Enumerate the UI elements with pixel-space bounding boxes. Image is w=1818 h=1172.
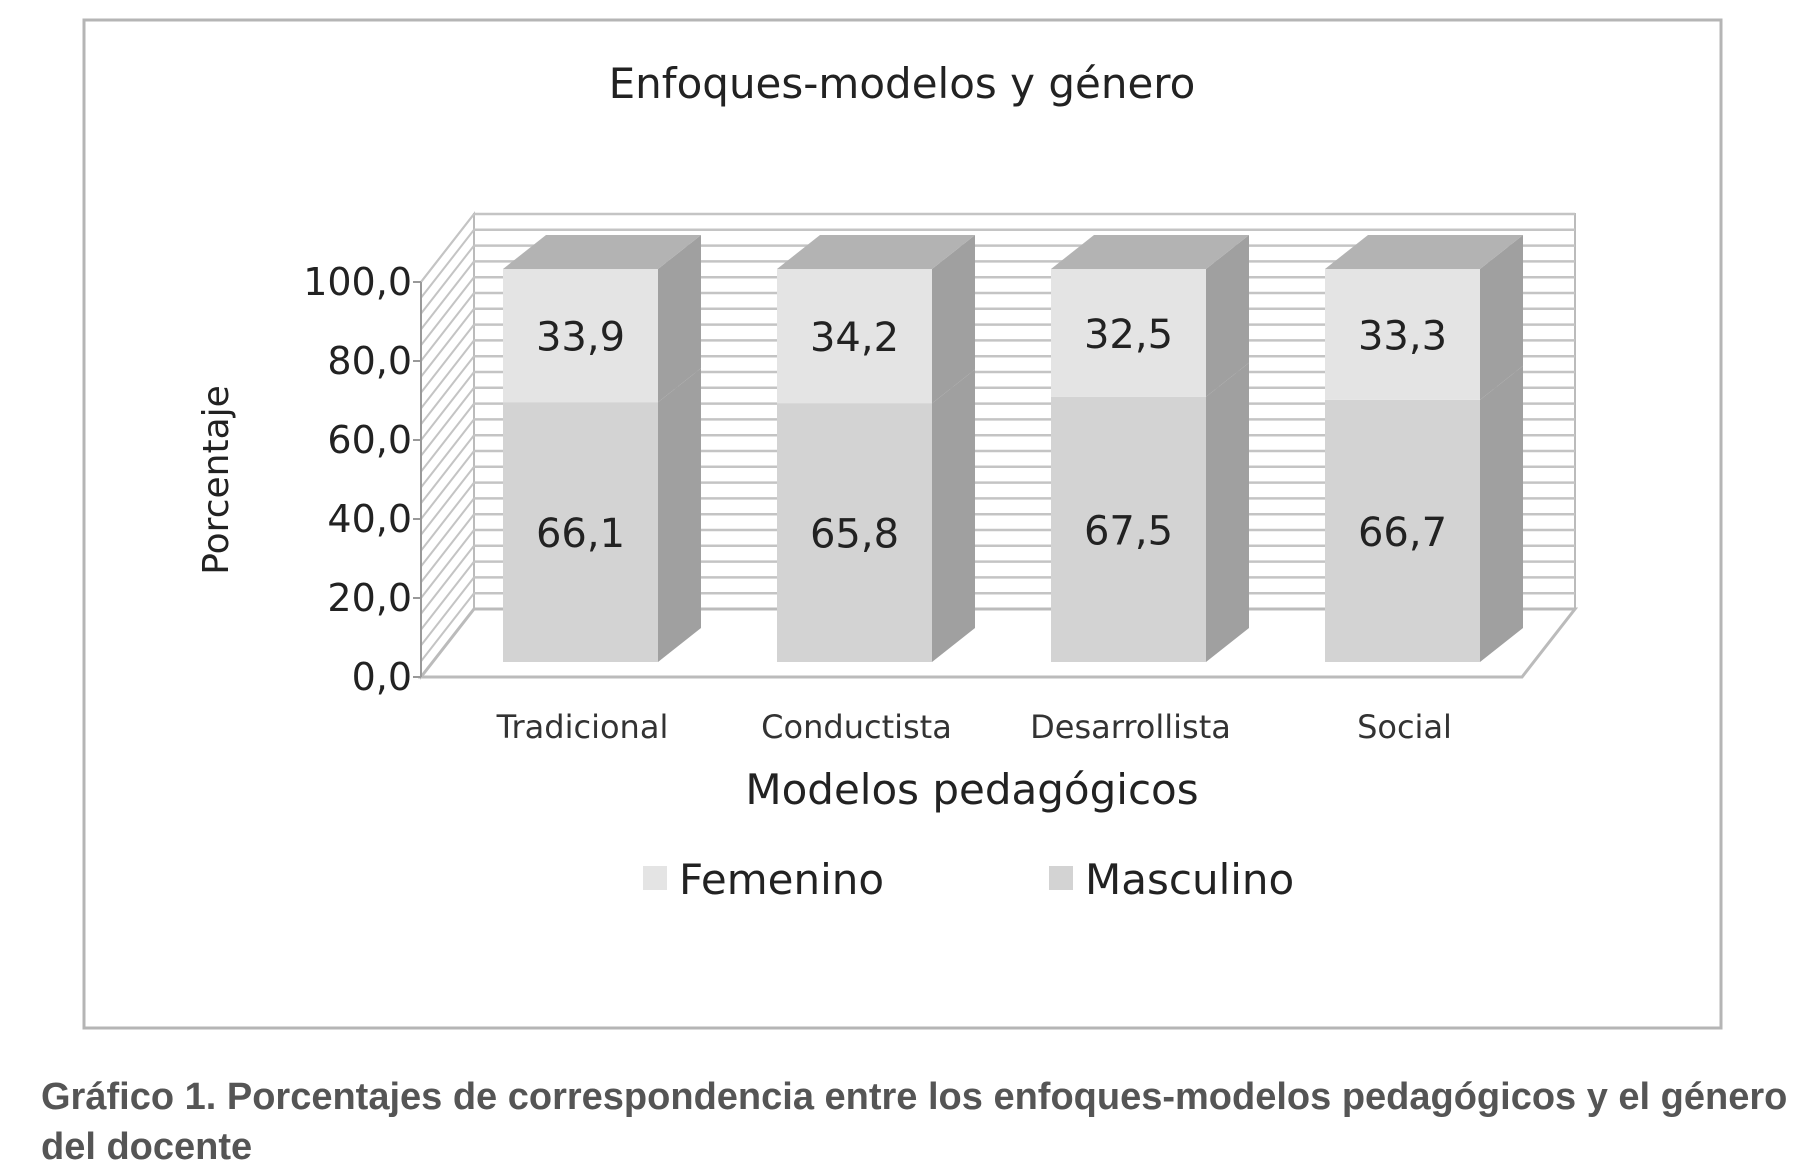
side-gridline [420,355,475,425]
side-gridline [420,545,475,615]
legend-swatch-masculino [1049,866,1073,890]
data-label-masculino: 66,1 [536,511,625,557]
side-gridline [420,481,475,552]
data-label-femenino: 34,2 [810,315,899,361]
bar-femenino [1051,269,1206,397]
bar-masculino [777,403,932,662]
bar-stack-desarrollista: 67,5 32,5 [1051,235,1249,662]
data-label-femenino: 33,9 [536,315,625,361]
x-tick-label: Social [1357,708,1452,746]
data-label-femenino: 33,3 [1358,313,1447,359]
figure-caption: Gráfico 1. Porcentajes de correspondenci… [41,1076,1788,1168]
side-gridline [420,244,475,315]
side-gridline [420,497,475,568]
bar-masculino [503,402,658,662]
bar-femenino [1325,269,1480,400]
side-gridline [420,434,475,504]
side-gridline [420,387,475,457]
legend: Femenino Masculino [643,855,1294,904]
x-tick-label: Tradicional [496,708,669,746]
bar-side-masculino [658,368,701,662]
side-gridline [420,466,475,536]
side-gridline [420,560,475,631]
side-gridline [420,323,475,394]
bar-side-femenino [1206,235,1249,397]
bar-side-femenino [1480,235,1523,400]
legend-label-masculino: Masculino [1085,855,1294,904]
side-gridline [420,213,475,283]
side-gridline [420,513,475,583]
y-axis-label: Porcentaje [196,385,237,575]
x-tick-label: Conductista [761,708,952,746]
bar-top [1051,235,1249,269]
y-tick-label: 80,0 [327,339,412,383]
bar-side-masculino [1480,365,1523,662]
bar-top [777,235,975,269]
y-axis-ticks: 0,0 20,0 40,0 60,0 80,0 100,0 [303,260,421,699]
side-gridline [420,402,475,473]
data-label-masculino: 67,5 [1084,508,1173,554]
bar-stack-tradicional: 66,1 33,9 [503,235,701,662]
bars: 66,1 33,9 65,8 34,2 67,5 32,5 66,7 33,3 [503,235,1523,662]
bar-stack-conductista: 65,8 34,2 [777,235,975,662]
bar-side-masculino [932,369,975,662]
bar-masculino [1051,396,1206,662]
bar-femenino [503,269,658,403]
bar-top [503,235,701,269]
data-label-femenino: 32,5 [1084,312,1173,358]
x-axis-label: Modelos pedagógicos [745,765,1198,814]
bar-masculino [1325,399,1480,662]
chart: Enfoques-modelos y género 0,0 20,0 40,0 60,… [82,18,1723,1030]
data-label-masculino: 65,8 [810,512,899,558]
side-gridline [420,339,475,410]
legend-swatch-femenino [643,866,667,890]
x-tick-label: Desarrollista [1030,708,1231,746]
y-tick-label: 100,0 [303,260,412,304]
side-gridline [420,292,475,362]
legend-label-femenino: Femenino [679,855,884,904]
chart-title: Enfoques-modelos y género [609,59,1196,108]
y-tick-label: 20,0 [327,576,412,620]
side-gridline [420,260,475,331]
bar-stack-social: 66,7 33,3 [1325,235,1523,662]
bar-side-masculino [1206,362,1249,662]
side-gridline [420,371,475,441]
bar-femenino [777,269,932,404]
bar-top [1325,235,1523,269]
side-gridline [420,450,475,520]
floor [417,607,1579,679]
bar-side-femenino [932,235,975,404]
side-gridline [420,276,475,346]
y-tick-label: 60,0 [327,418,412,462]
side-gridline [420,529,475,599]
side-gridline [420,592,475,662]
y-tick-label: 40,0 [327,497,412,541]
side-gridline [420,308,475,378]
side-gridline [420,576,475,647]
y-tick-label: 0,0 [352,655,412,699]
data-label-masculino: 66,7 [1358,510,1447,556]
x-axis-ticks: Tradicional Conductista Desarrollista Socia… [496,708,1452,746]
bar-side-femenino [658,235,701,403]
side-gridline [420,418,475,489]
side-gridline [420,229,475,299]
